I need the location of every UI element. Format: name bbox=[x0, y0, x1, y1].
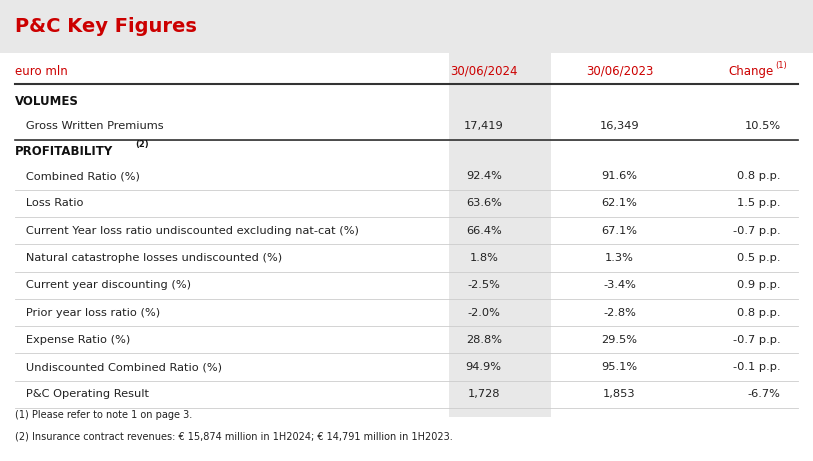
Text: 1.5 p.p.: 1.5 p.p. bbox=[737, 199, 780, 208]
Text: euro mln: euro mln bbox=[15, 65, 67, 78]
Text: -0.1 p.p.: -0.1 p.p. bbox=[733, 362, 780, 372]
Text: 16,349: 16,349 bbox=[600, 121, 639, 131]
Text: Expense Ratio (%): Expense Ratio (%) bbox=[15, 335, 130, 345]
Text: 67.1%: 67.1% bbox=[602, 226, 637, 236]
Text: 0.8 p.p.: 0.8 p.p. bbox=[737, 171, 780, 181]
Text: 94.9%: 94.9% bbox=[466, 362, 502, 372]
Text: 1.8%: 1.8% bbox=[469, 253, 498, 263]
Text: (1): (1) bbox=[776, 61, 787, 70]
Text: (1) Please refer to note 1 on page 3.: (1) Please refer to note 1 on page 3. bbox=[15, 410, 192, 420]
Text: Current Year loss ratio undiscounted excluding nat-cat (%): Current Year loss ratio undiscounted exc… bbox=[15, 226, 359, 236]
Text: -2.0%: -2.0% bbox=[467, 307, 500, 318]
FancyBboxPatch shape bbox=[0, 0, 813, 53]
Text: -2.8%: -2.8% bbox=[603, 307, 636, 318]
Text: -6.7%: -6.7% bbox=[748, 390, 780, 399]
Text: -0.7 p.p.: -0.7 p.p. bbox=[733, 335, 780, 345]
Text: -0.7 p.p.: -0.7 p.p. bbox=[733, 226, 780, 236]
Text: 30/06/2024: 30/06/2024 bbox=[450, 65, 518, 78]
Text: 92.4%: 92.4% bbox=[466, 171, 502, 181]
Text: 1.3%: 1.3% bbox=[605, 253, 634, 263]
Text: (2): (2) bbox=[135, 140, 149, 149]
Text: Loss Ratio: Loss Ratio bbox=[15, 199, 83, 208]
Text: P&C Operating Result: P&C Operating Result bbox=[15, 390, 149, 399]
Text: 17,419: 17,419 bbox=[464, 121, 503, 131]
FancyBboxPatch shape bbox=[449, 48, 551, 417]
Text: VOLUMES: VOLUMES bbox=[15, 95, 79, 108]
Text: Prior year loss ratio (%): Prior year loss ratio (%) bbox=[15, 307, 160, 318]
Text: Gross Written Premiums: Gross Written Premiums bbox=[15, 121, 163, 131]
Text: 1,853: 1,853 bbox=[603, 390, 636, 399]
Text: 95.1%: 95.1% bbox=[602, 362, 637, 372]
Text: 28.8%: 28.8% bbox=[466, 335, 502, 345]
Text: 0.9 p.p.: 0.9 p.p. bbox=[737, 280, 780, 290]
Text: Current year discounting (%): Current year discounting (%) bbox=[15, 280, 190, 290]
Text: Combined Ratio (%): Combined Ratio (%) bbox=[15, 171, 140, 181]
Text: 62.1%: 62.1% bbox=[602, 199, 637, 208]
Text: 66.4%: 66.4% bbox=[466, 226, 502, 236]
Text: PROFITABILITY: PROFITABILITY bbox=[15, 145, 113, 158]
Text: 91.6%: 91.6% bbox=[602, 171, 637, 181]
Text: 63.6%: 63.6% bbox=[466, 199, 502, 208]
Text: 0.8 p.p.: 0.8 p.p. bbox=[737, 307, 780, 318]
Text: (2) Insurance contract revenues: € 15,874 million in 1H2024; € 14,791 million in: (2) Insurance contract revenues: € 15,87… bbox=[15, 431, 452, 442]
Text: 10.5%: 10.5% bbox=[745, 121, 780, 131]
Text: P&C Key Figures: P&C Key Figures bbox=[15, 17, 197, 36]
Text: -2.5%: -2.5% bbox=[467, 280, 500, 290]
Text: 30/06/2023: 30/06/2023 bbox=[586, 65, 653, 78]
Text: Change: Change bbox=[728, 65, 774, 78]
Text: Undiscounted Combined Ratio (%): Undiscounted Combined Ratio (%) bbox=[15, 362, 222, 372]
Text: 29.5%: 29.5% bbox=[602, 335, 637, 345]
Text: Natural catastrophe losses undiscounted (%): Natural catastrophe losses undiscounted … bbox=[15, 253, 282, 263]
Text: -3.4%: -3.4% bbox=[603, 280, 636, 290]
Text: 1,728: 1,728 bbox=[467, 390, 500, 399]
Text: 0.5 p.p.: 0.5 p.p. bbox=[737, 253, 780, 263]
